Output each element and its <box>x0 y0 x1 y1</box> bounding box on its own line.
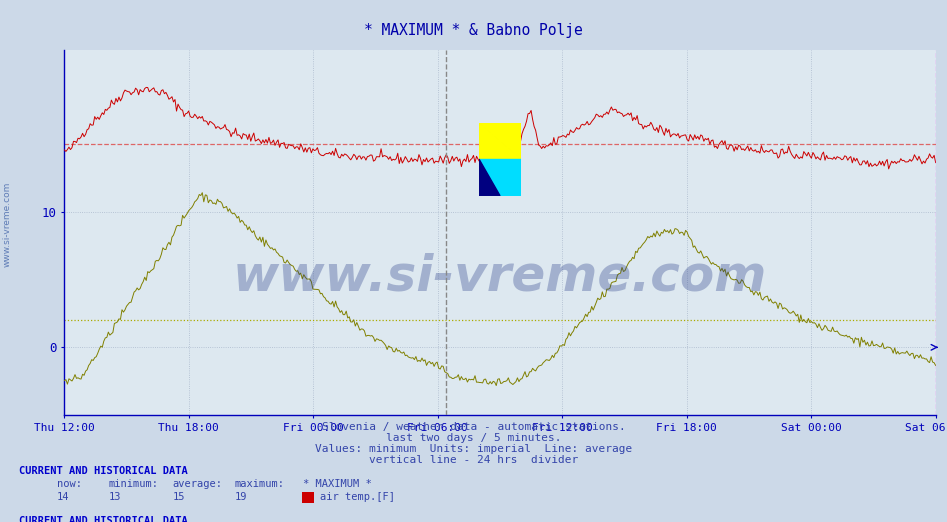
Text: * MAXIMUM *: * MAXIMUM * <box>303 479 372 489</box>
Polygon shape <box>479 123 521 159</box>
Text: air temp.[F]: air temp.[F] <box>320 492 395 502</box>
Text: * MAXIMUM * & Babno Polje: * MAXIMUM * & Babno Polje <box>365 23 582 39</box>
Text: www.si-vreme.com: www.si-vreme.com <box>3 182 12 267</box>
Text: last two days / 5 minutes.: last two days / 5 minutes. <box>385 433 562 443</box>
Polygon shape <box>479 123 521 159</box>
Text: maximum:: maximum: <box>235 479 285 489</box>
Text: 15: 15 <box>172 492 185 502</box>
Text: 13: 13 <box>109 492 121 502</box>
Polygon shape <box>479 159 500 196</box>
Text: 19: 19 <box>235 492 247 502</box>
Text: Values: minimum  Units: imperial  Line: average: Values: minimum Units: imperial Line: av… <box>314 444 633 454</box>
Text: average:: average: <box>172 479 223 489</box>
Text: www.si-vreme.com: www.si-vreme.com <box>233 252 767 300</box>
Polygon shape <box>479 159 521 196</box>
Text: vertical line - 24 hrs  divider: vertical line - 24 hrs divider <box>369 455 578 465</box>
Text: Slovenia / weather data - automatic stations.: Slovenia / weather data - automatic stat… <box>322 422 625 432</box>
Text: minimum:: minimum: <box>109 479 159 489</box>
Text: CURRENT AND HISTORICAL DATA: CURRENT AND HISTORICAL DATA <box>19 466 188 476</box>
Text: CURRENT AND HISTORICAL DATA: CURRENT AND HISTORICAL DATA <box>19 516 188 522</box>
Polygon shape <box>479 159 521 196</box>
Text: now:: now: <box>57 479 81 489</box>
Text: 14: 14 <box>57 492 69 502</box>
